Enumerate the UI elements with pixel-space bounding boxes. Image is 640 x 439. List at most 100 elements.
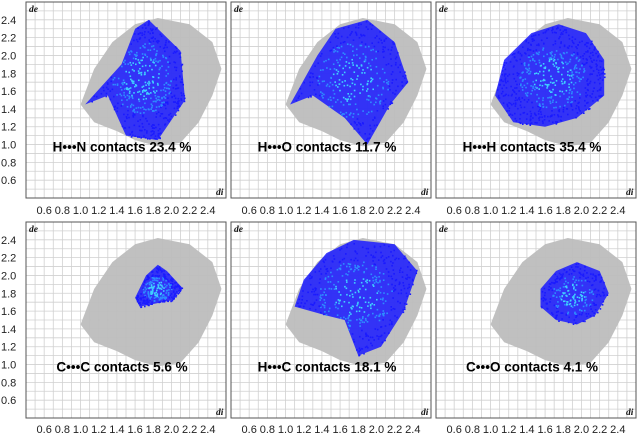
contact-point (515, 120, 518, 122)
contact-point (360, 34, 363, 37)
contact-point (171, 96, 173, 99)
contact-point (539, 116, 541, 118)
contact-point (556, 281, 558, 283)
contact-point (534, 88, 536, 91)
contact-point (377, 259, 380, 261)
contact-point (346, 265, 348, 268)
contact-point (166, 278, 169, 281)
contact-point (365, 255, 367, 257)
contact-point (590, 273, 592, 275)
contact-point (184, 97, 186, 100)
contact-point (538, 119, 541, 121)
contact-point (152, 45, 155, 47)
contact-point (591, 277, 594, 280)
contact-point (162, 104, 165, 106)
contact-point (555, 123, 558, 125)
contact-point (164, 123, 167, 125)
contact-point (587, 42, 589, 44)
contact-point (323, 306, 326, 309)
contact-point (538, 97, 540, 100)
contact-point (162, 89, 165, 91)
contact-point (378, 37, 381, 40)
contact-point (164, 104, 166, 107)
contact-point (383, 262, 385, 265)
contact-point (388, 323, 391, 326)
contact-point (510, 94, 513, 97)
contact-point (148, 87, 150, 90)
contact-point (562, 109, 565, 111)
contact-point (584, 104, 586, 107)
contact-point (562, 62, 564, 65)
contact-point (151, 301, 153, 303)
contact-point (554, 53, 556, 56)
contact-point (540, 80, 542, 82)
contact-point (588, 82, 591, 85)
contact-point (346, 36, 349, 39)
contact-point (590, 96, 593, 99)
contact-point (366, 88, 369, 90)
contact-point (133, 124, 136, 127)
contact-point (356, 124, 358, 126)
contact-point (569, 303, 572, 305)
contact-point (354, 251, 357, 253)
contact-point (340, 35, 343, 38)
contact-point (367, 99, 370, 101)
x-tick-label: 0.8 (465, 205, 480, 217)
contact-point (174, 88, 177, 90)
contact-point (394, 289, 396, 291)
contact-point (153, 131, 155, 133)
contact-point (151, 133, 154, 136)
contact-point (357, 75, 359, 77)
contact-point (359, 44, 362, 47)
contact-point (142, 56, 144, 59)
contact-point (318, 75, 321, 78)
contact-point (367, 305, 369, 307)
contact-point (163, 301, 166, 303)
contact-point (529, 119, 532, 122)
contact-point (334, 303, 336, 306)
contact-point (167, 83, 170, 86)
contact-point (156, 271, 159, 274)
contact-point (563, 283, 566, 285)
contact-point (124, 96, 127, 98)
contact-point (559, 295, 561, 298)
contact-point (335, 306, 337, 309)
contact-point (518, 96, 520, 99)
contact-point (536, 44, 538, 46)
contact-point (585, 305, 588, 307)
contact-point (585, 51, 587, 53)
x-axis-label: di (421, 188, 429, 198)
contact-point (599, 82, 601, 85)
contact-point (404, 77, 406, 79)
x-tick-label: 1.4 (314, 205, 329, 217)
contact-point (173, 290, 175, 292)
contact-point (578, 41, 581, 44)
contact-point (602, 300, 605, 303)
contact-point (550, 75, 552, 78)
contact-point (172, 298, 174, 300)
contact-point (337, 281, 340, 283)
contact-point (364, 58, 367, 61)
contact-point (140, 72, 142, 74)
contact-point (356, 118, 359, 120)
contact-point (578, 313, 581, 316)
contact-point (579, 56, 582, 58)
contact-point (372, 130, 374, 132)
contact-point (143, 89, 146, 92)
contact-point (557, 289, 560, 291)
contact-point (586, 280, 589, 282)
contact-point (595, 275, 597, 277)
contact-point (579, 93, 581, 96)
contact-point (369, 23, 372, 25)
contact-point (508, 114, 510, 117)
contact-point (358, 291, 360, 293)
x-axis-label: di (216, 188, 224, 198)
contact-point (559, 95, 561, 98)
contact-point (352, 64, 354, 66)
contact-point (537, 105, 539, 108)
contact-point (554, 282, 556, 284)
contact-point (314, 308, 317, 311)
contact-point (336, 45, 338, 47)
contact-point (555, 106, 557, 109)
